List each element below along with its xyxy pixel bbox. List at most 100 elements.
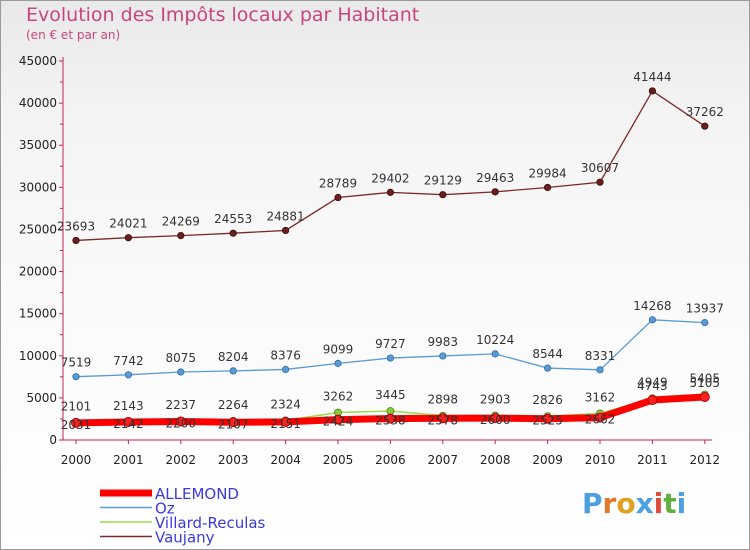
data-label-villard-reculas: 2903 xyxy=(480,393,511,407)
logo-letter: r xyxy=(602,487,617,520)
x-tick-label: 2010 xyxy=(585,453,616,467)
chart-title: Evolution des Impôts locaux par Habitant xyxy=(26,4,420,26)
data-point-oz xyxy=(72,373,80,381)
data-label-vaujany: 23693 xyxy=(57,219,95,233)
data-label-villard-reculas: 2143 xyxy=(113,399,144,413)
y-tick-label: 15000 xyxy=(19,307,57,321)
data-point-oz xyxy=(229,367,237,375)
data-point-vaujany xyxy=(596,178,604,186)
data-label-villard-reculas: 4949 xyxy=(637,375,668,389)
x-tick-label: 2009 xyxy=(532,453,563,467)
y-tick-label: 35000 xyxy=(19,138,57,152)
data-label-villard-reculas: 2324 xyxy=(270,397,301,411)
data-label-vaujany: 37262 xyxy=(686,105,724,119)
x-tick-label: 2001 xyxy=(113,453,144,467)
data-point-vaujany xyxy=(281,226,290,235)
y-tick-label: 20000 xyxy=(19,265,57,279)
data-point-vaujany xyxy=(491,188,499,196)
data-label-allemond: 2525 xyxy=(532,414,563,428)
data-label-oz: 8075 xyxy=(166,351,197,365)
data-label-villard-reculas: 3445 xyxy=(375,388,406,402)
x-tick-label: 2007 xyxy=(428,453,459,467)
data-label-vaujany: 41444 xyxy=(633,70,671,84)
y-tick-label: 10000 xyxy=(19,349,57,363)
chart-subtitle: (en € et par an) xyxy=(26,28,121,42)
data-label-allemond: 2142 xyxy=(113,417,144,431)
data-label-allemond: 2600 xyxy=(480,413,511,427)
data-label-oz: 7742 xyxy=(113,354,144,368)
data-label-villard-reculas: 2237 xyxy=(166,398,197,412)
data-label-vaujany: 24553 xyxy=(214,212,252,226)
data-label-vaujany: 29463 xyxy=(476,171,514,185)
y-tick-label: 30000 xyxy=(19,180,57,194)
data-label-villard-reculas: 2264 xyxy=(218,398,249,412)
y-tick-label: 45000 xyxy=(19,54,57,68)
data-point-allemond xyxy=(385,413,396,424)
data-label-vaujany: 24881 xyxy=(267,209,305,223)
data-label-villard-reculas: 2898 xyxy=(428,393,459,407)
data-label-vaujany: 24021 xyxy=(109,217,147,231)
x-tick-label: 2008 xyxy=(480,453,511,467)
data-point-allemond xyxy=(333,414,343,425)
data-label-allemond: 2662 xyxy=(585,413,616,427)
x-tick-label: 2002 xyxy=(166,453,197,467)
data-label-vaujany: 24269 xyxy=(162,215,200,229)
data-point-oz xyxy=(439,352,447,360)
y-tick-label: 0 xyxy=(49,433,57,447)
data-label-allemond: 2424 xyxy=(323,415,354,429)
data-label-allemond: 5105 xyxy=(690,376,721,390)
data-point-allemond xyxy=(175,416,186,427)
data-label-allemond: 2151 xyxy=(270,417,301,431)
data-point-oz xyxy=(491,350,499,358)
data-label-oz: 8376 xyxy=(270,348,301,362)
data-point-vaujany xyxy=(177,232,185,240)
data-point-allemond xyxy=(437,413,448,424)
logo-letter: i xyxy=(653,487,664,520)
x-tick-label: 2003 xyxy=(218,453,249,467)
data-point-oz xyxy=(177,368,185,376)
logo-letter: t xyxy=(663,487,677,520)
x-tick-label: 2000 xyxy=(61,453,92,467)
data-label-allemond: 4743 xyxy=(637,379,668,393)
data-label-vaujany: 29984 xyxy=(529,166,567,180)
data-label-allemond: 2200 xyxy=(166,416,197,430)
data-point-oz xyxy=(543,364,552,372)
data-point-vaujany xyxy=(229,229,237,237)
data-point-allemond xyxy=(228,417,239,428)
data-label-villard-reculas: 5405 xyxy=(690,371,721,385)
legend-label-vaujany: Vaujany xyxy=(155,529,215,547)
data-label-vaujany: 28789 xyxy=(319,177,357,191)
data-label-vaujany: 29402 xyxy=(371,171,409,185)
data-label-oz: 14268 xyxy=(633,299,671,313)
data-point-allemond xyxy=(490,413,501,424)
data-label-allemond: 2107 xyxy=(218,417,249,431)
data-point-oz xyxy=(386,354,394,362)
data-label-allemond: 2031 xyxy=(61,418,92,432)
data-point-oz xyxy=(334,359,342,367)
data-label-villard-reculas: 3262 xyxy=(323,390,354,404)
data-label-oz: 10224 xyxy=(476,333,514,347)
proxiti-logo: Proxiti xyxy=(582,487,686,520)
legend-label-allemond: ALLEMOND xyxy=(155,485,239,503)
data-label-oz: 8331 xyxy=(585,349,616,363)
data-point-vaujany xyxy=(439,191,447,199)
data-point-allemond xyxy=(647,395,658,406)
data-label-oz: 7519 xyxy=(61,356,92,370)
data-point-vaujany xyxy=(701,122,709,130)
data-point-vaujany xyxy=(543,183,552,192)
data-label-oz: 8544 xyxy=(532,347,563,361)
data-point-allemond xyxy=(280,416,291,427)
data-point-allemond xyxy=(123,416,134,427)
data-point-vaujany xyxy=(334,193,342,202)
data-point-allemond xyxy=(71,417,81,428)
logo-letter: i xyxy=(676,487,687,520)
logo-letter: x xyxy=(635,487,654,520)
data-label-oz: 9727 xyxy=(375,337,406,351)
logo-letter: o xyxy=(616,487,636,520)
data-point-oz xyxy=(281,365,290,374)
legend-label-oz: Oz xyxy=(155,500,175,518)
data-label-allemond: 2578 xyxy=(428,413,459,427)
data-label-oz: 9983 xyxy=(428,335,459,349)
y-tick-label: 25000 xyxy=(19,222,57,236)
